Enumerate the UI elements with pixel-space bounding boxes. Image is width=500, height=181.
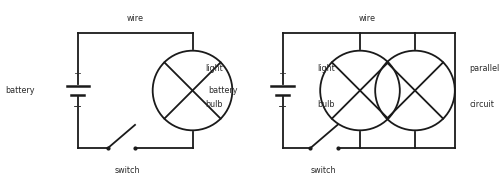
Text: bulb: bulb (205, 100, 222, 110)
Text: switch: switch (115, 166, 140, 175)
Text: bulb: bulb (318, 100, 335, 110)
Text: +: + (278, 69, 286, 78)
Text: battery: battery (6, 86, 35, 95)
Text: light: light (318, 64, 335, 73)
Text: light: light (205, 64, 223, 73)
Text: +: + (74, 69, 82, 78)
Text: battery: battery (208, 86, 238, 95)
Text: switch: switch (311, 166, 336, 175)
Text: parallel: parallel (469, 64, 499, 73)
Text: −: − (278, 102, 287, 112)
Text: circuit: circuit (469, 100, 494, 110)
Text: −: − (73, 102, 82, 112)
Text: wire: wire (359, 14, 376, 23)
Text: wire: wire (126, 14, 144, 23)
